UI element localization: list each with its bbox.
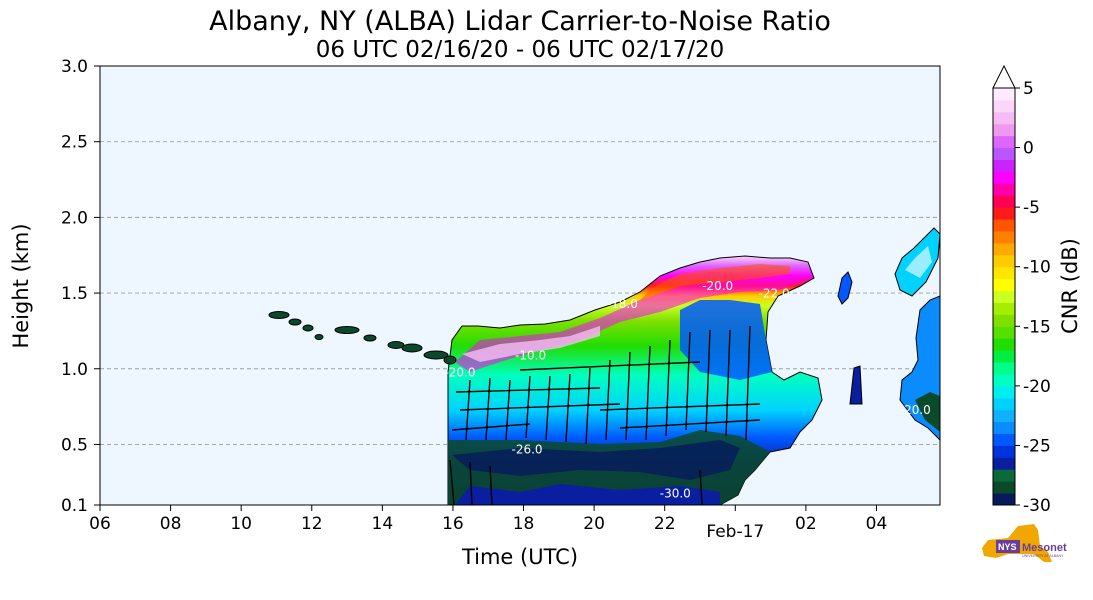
colorbar-swatch bbox=[993, 195, 1015, 208]
svg-text:UNIVERSITY AT ALBANY: UNIVERSITY AT ALBANY bbox=[1022, 554, 1064, 558]
x-tick-label: Feb-17 bbox=[706, 522, 764, 542]
colorbar-swatch bbox=[993, 409, 1015, 423]
y-tick-label: 2.0 bbox=[61, 208, 88, 228]
y-tick-label: 1.5 bbox=[61, 284, 88, 304]
contour-label: -18.0 bbox=[607, 297, 638, 311]
colorbar-swatch bbox=[993, 314, 1015, 327]
x-tick-label: 22 bbox=[654, 514, 676, 534]
contour-label: -20.0 bbox=[444, 365, 475, 379]
x-tick-label: 18 bbox=[513, 514, 535, 534]
cnr-field-aerosol-layer bbox=[268, 311, 457, 365]
x-tick-label: 06 bbox=[89, 514, 111, 534]
contour-label: -20.0 bbox=[900, 403, 931, 417]
colorbar-swatch bbox=[993, 481, 1015, 494]
contour-label: -22.0 bbox=[759, 287, 790, 301]
x-tick-label: 12 bbox=[301, 514, 323, 534]
colorbar-swatch bbox=[993, 397, 1015, 411]
x-tick-label: 16 bbox=[442, 514, 464, 534]
colorbar-tick-label: -25 bbox=[1023, 436, 1051, 456]
y-axis: 0.1 0.5 1.0 1.5 2.0 2.5 3.0 bbox=[61, 57, 100, 516]
colorbar-swatch bbox=[993, 159, 1015, 172]
colorbar-swatch bbox=[993, 362, 1015, 375]
colorbar-swatch bbox=[993, 445, 1015, 458]
colorbar-swatch bbox=[993, 373, 1015, 387]
x-tick-label: 10 bbox=[230, 514, 252, 534]
contour-label: -26.0 bbox=[512, 443, 543, 457]
colorbar-swatch bbox=[993, 111, 1015, 125]
plot-frame bbox=[99, 65, 941, 506]
colorbar-frame bbox=[992, 87, 1016, 506]
x-axis: 06 08 10 12 14 16 18 20 22 Feb-17 02 04 bbox=[89, 505, 887, 542]
wind-barbs bbox=[449, 325, 761, 505]
x-tick-label: 14 bbox=[372, 514, 394, 534]
colorbar-swatch bbox=[993, 99, 1015, 113]
contour-label: -10.0 bbox=[515, 349, 546, 363]
x-tick-label: 02 bbox=[795, 514, 817, 534]
y-tick-label: 0.1 bbox=[61, 496, 88, 516]
svg-text:Mesonet: Mesonet bbox=[1022, 542, 1067, 554]
colorbar-swatch bbox=[993, 207, 1015, 220]
y-tick-label: 3.0 bbox=[61, 57, 88, 77]
colorbar-swatch bbox=[993, 457, 1015, 470]
y-tick-label: 1.0 bbox=[61, 360, 88, 380]
colorbar-swatch bbox=[993, 242, 1015, 256]
colorbar-swatch bbox=[993, 266, 1015, 280]
colorbar-swatch bbox=[993, 278, 1015, 292]
x-tick-label: 20 bbox=[583, 514, 605, 534]
colorbar-tick-label: -10 bbox=[1023, 258, 1051, 278]
colorbar-swatch bbox=[993, 338, 1015, 351]
colorbar-swatch bbox=[993, 469, 1015, 482]
svg-text:NYS: NYS bbox=[998, 542, 1017, 552]
colorbar-swatch bbox=[993, 326, 1015, 339]
colorbar-tick-label: 0 bbox=[1023, 139, 1034, 159]
colorbar-swatch bbox=[993, 493, 1015, 506]
y-tick-label: 0.5 bbox=[61, 435, 88, 455]
chart-subtitle: 06 UTC 02/16/20 - 06 UTC 02/17/20 bbox=[315, 37, 725, 63]
colorbar-swatch bbox=[993, 302, 1015, 315]
x-tick-label: 08 bbox=[160, 514, 182, 534]
colorbar-swatch bbox=[993, 290, 1015, 303]
colorbar-swatch bbox=[993, 421, 1015, 435]
contour-labels: -18.0 -10.0 -26.0 -30.0 -20.0 -22.0 -20.0 -20.0 bbox=[444, 279, 930, 500]
x-axis-label: Time (UTC) bbox=[461, 545, 578, 569]
colorbar-swatch bbox=[993, 135, 1015, 149]
y-axis-label: Height (km) bbox=[9, 223, 33, 348]
cnr-field-late bbox=[837, 227, 940, 441]
colorbar-tick-label: 5 bbox=[1023, 79, 1034, 99]
colorbar-swatch bbox=[993, 433, 1015, 446]
nys-mesonet-logo: NYS Mesonet UNIVERSITY AT ALBANY bbox=[982, 524, 1067, 562]
colorbar-tick-label: -15 bbox=[1023, 317, 1051, 337]
chart-title: Albany, NY (ALBA) Lidar Carrier-to-Noise… bbox=[209, 6, 831, 37]
colorbar-swatch bbox=[993, 147, 1015, 160]
colorbar-swatch bbox=[993, 254, 1015, 268]
colorbar-swatch bbox=[993, 171, 1015, 184]
colorbar-swatch bbox=[993, 385, 1015, 399]
x-tick-label: 04 bbox=[866, 514, 888, 534]
colorbar-label: CNR (dB) bbox=[1058, 238, 1082, 334]
contour-label: -20.0 bbox=[702, 279, 733, 293]
colorbar-tick-label: -30 bbox=[1023, 496, 1051, 516]
colorbar-swatch bbox=[993, 88, 1015, 101]
colorbar-tick-label: -20 bbox=[1023, 377, 1051, 397]
contour-label: -30.0 bbox=[660, 486, 691, 500]
colorbar-swatch bbox=[993, 183, 1015, 196]
colorbar-tick-label: -5 bbox=[1023, 198, 1040, 218]
colorbar-swatch bbox=[993, 219, 1015, 232]
colorbar: 5 0 -5 -10 -15 -20 -25 -30 bbox=[992, 64, 1051, 516]
colorbar-swatch bbox=[993, 230, 1015, 244]
colorbar-swatch bbox=[993, 350, 1015, 363]
gridlines bbox=[100, 141, 940, 445]
cnr-field-main bbox=[447, 255, 823, 505]
y-tick-label: 2.5 bbox=[61, 133, 88, 153]
colorbar-swatch bbox=[993, 123, 1015, 137]
colorbar-extend-arrow bbox=[992, 64, 1016, 89]
